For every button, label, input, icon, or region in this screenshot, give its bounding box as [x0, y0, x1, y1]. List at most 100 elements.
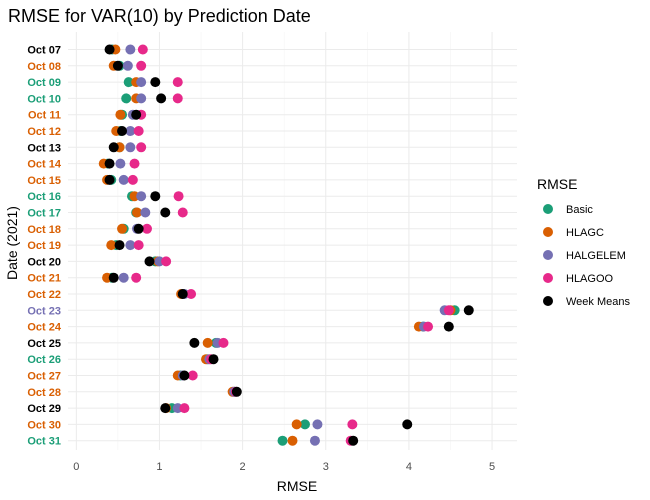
data-point	[131, 109, 142, 120]
data-point	[136, 60, 147, 71]
y-tick-label: Oct 11	[28, 110, 61, 122]
data-point	[160, 207, 171, 218]
y-tick-label: Oct 18	[27, 224, 61, 236]
data-point	[186, 289, 197, 299]
data-point	[127, 174, 138, 185]
legend-swatch	[543, 227, 553, 237]
data-point	[125, 126, 136, 136]
y-tick-label: Oct 23	[27, 305, 61, 317]
legend-label: HLAGOO	[566, 273, 614, 285]
data-point	[150, 191, 161, 202]
data-point	[443, 321, 454, 332]
data-point	[287, 435, 298, 446]
data-point	[133, 126, 144, 136]
data-point	[277, 435, 288, 446]
data-point	[104, 44, 115, 55]
data-point	[118, 174, 129, 185]
legend-label: HLAGC	[566, 227, 604, 239]
data-point	[291, 419, 302, 430]
data-point	[179, 370, 190, 381]
data-point	[114, 240, 125, 251]
data-point	[402, 419, 413, 430]
y-tick-label: Oct 15	[27, 175, 61, 187]
x-tick-label: 5	[489, 461, 495, 473]
data-point	[104, 174, 115, 185]
data-point	[140, 207, 151, 218]
legend-swatch	[543, 296, 553, 306]
legend-swatch	[543, 204, 553, 214]
data-point	[463, 305, 474, 316]
data-points	[98, 44, 474, 446]
y-tick-label: Oct 24	[27, 322, 62, 334]
data-point	[177, 289, 188, 299]
data-point	[312, 419, 323, 430]
legend-swatch	[543, 273, 553, 283]
data-point	[141, 223, 152, 234]
y-tick-label: Oct 19	[27, 240, 61, 252]
data-point	[117, 223, 128, 234]
chart-title: RMSE for VAR(10) by Prediction Date	[8, 6, 311, 26]
y-tick-labels: Oct 07 Oct 08 Oct 09 Oct 10 Oct 11 Oct 12 Oct …	[27, 45, 62, 448]
y-tick-label: Oct 13	[27, 142, 61, 154]
x-tick-label: 3	[323, 461, 329, 473]
data-point	[144, 256, 155, 267]
data-point	[423, 321, 434, 332]
legend-label: HALGELEM	[566, 250, 626, 262]
y-tick-label: Oct 21	[27, 273, 61, 285]
data-point	[118, 272, 129, 283]
data-point	[136, 93, 147, 104]
data-point	[136, 191, 147, 202]
data-point	[122, 60, 133, 71]
data-point	[348, 435, 359, 446]
data-point	[115, 109, 126, 120]
y-tick-label: Oct 30	[27, 419, 61, 431]
x-tick-label: 2	[240, 461, 246, 473]
data-point	[299, 419, 310, 430]
data-point	[443, 305, 454, 316]
y-tick-label: Oct 08	[27, 61, 61, 73]
data-point	[189, 337, 200, 348]
data-point	[172, 93, 183, 104]
y-tick-label: Oct 09	[27, 77, 61, 89]
legend-title: RMSE	[537, 176, 577, 192]
y-tick-label: Oct 22	[27, 289, 61, 301]
x-tick-label: 1	[156, 461, 162, 473]
y-tick-label: Oct 26	[27, 354, 61, 366]
data-point	[125, 44, 136, 55]
data-point	[125, 240, 136, 251]
data-point	[160, 403, 171, 414]
y-tick-label: Oct 14	[27, 159, 62, 171]
data-point	[208, 354, 219, 365]
data-point	[231, 386, 242, 397]
x-tick-labels: 0 1 2 3 4 5	[73, 461, 495, 473]
data-point	[179, 403, 190, 414]
data-point	[125, 142, 136, 153]
legend-label: Week Means	[566, 296, 630, 308]
data-point	[129, 158, 140, 169]
data-point	[121, 93, 132, 104]
legend-label: Basic	[566, 204, 593, 216]
data-point	[106, 240, 117, 251]
y-tick-label: Oct 31	[27, 436, 61, 448]
legend: RMSE Basic HLAGC HALGELEM HLAGOO Week Means	[537, 176, 630, 308]
y-tick-label: Oct 20	[27, 256, 61, 268]
y-tick-label: Oct 07	[27, 45, 61, 57]
data-point	[108, 142, 119, 153]
data-point	[117, 126, 128, 136]
x-tick-label: 4	[406, 461, 412, 473]
data-point	[172, 77, 183, 88]
y-tick-label: Oct 12	[27, 126, 61, 138]
data-point	[187, 370, 198, 381]
data-point	[218, 337, 229, 348]
x-tick-label: 0	[73, 461, 79, 473]
y-axis-title: Date (2021)	[4, 206, 20, 280]
data-point	[112, 60, 123, 71]
data-point	[156, 93, 167, 104]
y-tick-label: Oct 25	[27, 338, 61, 350]
data-point	[136, 142, 147, 153]
data-point	[131, 272, 142, 283]
data-point	[108, 272, 119, 283]
data-point	[161, 256, 172, 267]
data-point	[347, 419, 358, 430]
